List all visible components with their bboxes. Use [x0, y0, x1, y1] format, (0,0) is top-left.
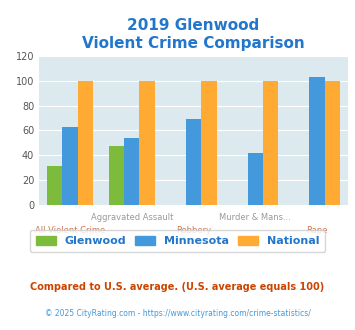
Bar: [325, 81, 340, 205]
Bar: [109, 147, 124, 205]
Bar: [186, 119, 201, 205]
Bar: [309, 77, 325, 205]
Bar: [124, 138, 140, 205]
Text: Aggravated Assault: Aggravated Assault: [91, 213, 173, 222]
Legend: Glenwood, Minnesota, National: Glenwood, Minnesota, National: [30, 230, 325, 252]
Bar: [247, 152, 263, 205]
Text: © 2025 CityRating.com - https://www.cityrating.com/crime-statistics/: © 2025 CityRating.com - https://www.city…: [45, 309, 310, 318]
Title: 2019 Glenwood
Violent Crime Comparison: 2019 Glenwood Violent Crime Comparison: [82, 18, 305, 51]
Text: Rape: Rape: [306, 226, 328, 235]
Text: Murder & Mans...: Murder & Mans...: [219, 213, 291, 222]
Bar: [62, 127, 78, 205]
Text: Compared to U.S. average. (U.S. average equals 100): Compared to U.S. average. (U.S. average …: [31, 282, 324, 292]
Bar: [78, 81, 93, 205]
Bar: [201, 81, 217, 205]
Bar: [263, 81, 278, 205]
Text: Robbery: Robbery: [176, 226, 211, 235]
Bar: [140, 81, 155, 205]
Bar: [47, 166, 62, 205]
Text: All Violent Crime: All Violent Crime: [35, 226, 105, 235]
